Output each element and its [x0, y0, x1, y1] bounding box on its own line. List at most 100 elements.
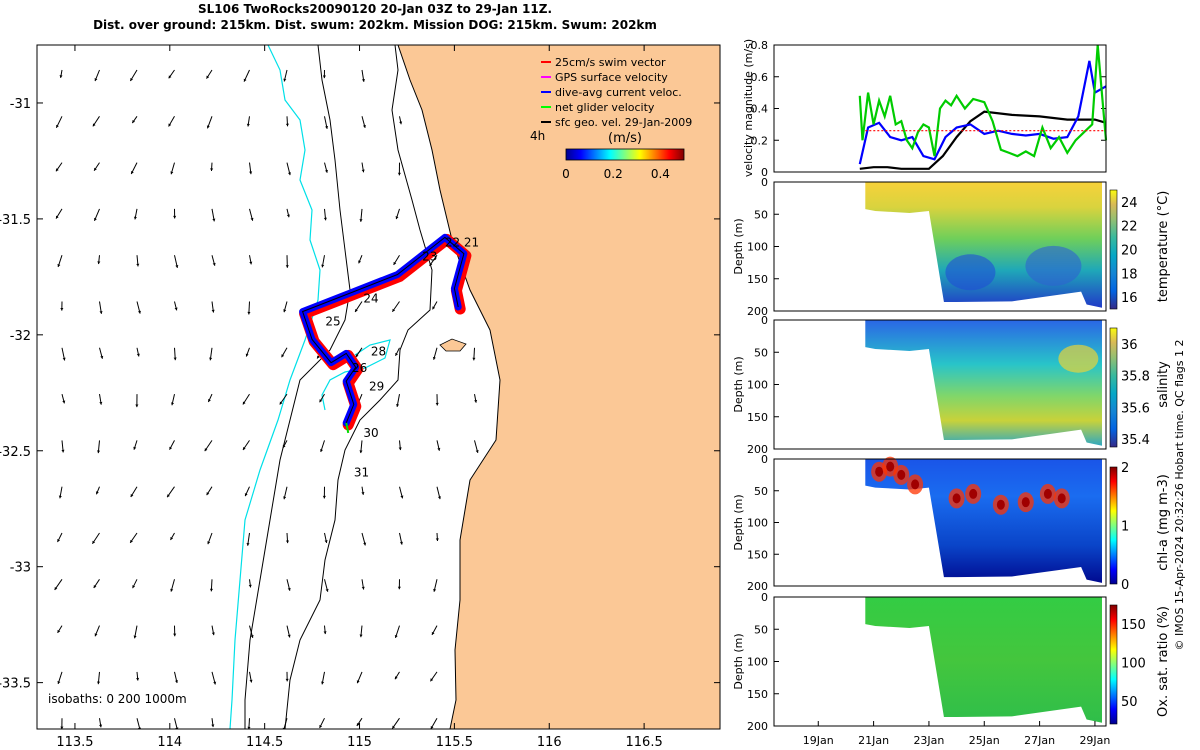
colorbar-tick-label: 36 [1121, 338, 1138, 353]
depth-tick-label: 150 [747, 548, 768, 561]
geo-velocity-arrowhead [279, 401, 283, 405]
geo-velocity-arrowhead [206, 75, 210, 79]
colorbar-tick-label: 20 [1121, 244, 1138, 259]
geo-velocity-arrowhead [132, 120, 136, 124]
depth-axis-label: Depth (m) [732, 633, 745, 689]
velocity-axes: 0 0.2 0.4 0.6 0.8 [751, 39, 1106, 179]
geo-velocity-arrowhead [130, 493, 134, 497]
geo-velocity-arrowhead [243, 78, 247, 82]
time-tick-label: 29Jan [1079, 734, 1110, 747]
geo-velocity-arrowhead [206, 125, 210, 129]
geo-velocity-arrowhead [131, 170, 134, 174]
geo-velocity-arrowhead [287, 587, 291, 591]
depth-tick-label: 0 [761, 591, 768, 604]
geo-velocity-arrowhead [245, 353, 249, 357]
geo-velocity-arrowhead [99, 311, 103, 314]
geo-velocity-arrowhead [167, 494, 170, 498]
colorbar-tick-label: 24 [1121, 196, 1138, 211]
day-label: 30 [363, 426, 378, 440]
day-label: 28 [371, 345, 386, 359]
colorbar-tick-label: 35.4 [1121, 433, 1150, 448]
geo-velocity-arrowhead [171, 402, 175, 406]
geo-velocity-arrowhead [168, 75, 172, 79]
geo-velocity-arrowhead [56, 124, 59, 128]
geo-velocity-arrowhead [397, 172, 401, 176]
geo-velocity-arrowhead [249, 171, 253, 175]
geo-velocity-arrowhead [211, 632, 215, 636]
rottnest-island [439, 338, 467, 352]
geo-velocity-arrowhead [173, 633, 177, 637]
depth-tick-label: 100 [747, 241, 768, 254]
geo-velocity-arrowhead [246, 542, 250, 546]
geo-velocity-arrowhead [474, 399, 478, 403]
geo-velocity-arrowhead [433, 588, 437, 592]
map-colorbar-tick: 0.2 [604, 167, 623, 181]
velocity-ytick-label: 0.8 [751, 39, 769, 52]
geo-velocity-arrowhead [325, 588, 329, 592]
geo-velocity-arrowhead [437, 496, 441, 500]
geo-velocity-arrowhead [435, 538, 439, 542]
geo-velocity-arrowhead [211, 724, 215, 728]
geo-velocity-arrowhead [287, 172, 291, 176]
depth-tick-label: 150 [747, 273, 768, 286]
geo-velocity-arrowhead [472, 357, 476, 361]
day-label: 26 [352, 361, 367, 375]
geo-velocity-arrowhead [57, 681, 61, 684]
geo-velocity-arrowhead [400, 495, 404, 499]
colorbar-label: (m/s) [608, 131, 642, 146]
map-axes: 113.5 114 114.5 115 115.5 116 116.5 -31 -31.5 -32… [0, 45, 720, 750]
depth-tick-label: 0 [761, 453, 768, 466]
geo-velocity-arrowhead [212, 218, 216, 222]
day-label: 24 [363, 291, 378, 305]
geo-velocity-arrowhead [362, 125, 366, 128]
chlorophyll-core [897, 469, 906, 480]
section-field [865, 320, 1102, 446]
geo-velocity-arrowhead [95, 491, 99, 495]
geo-velocity-arrowhead [317, 355, 320, 359]
section-colorbar [1109, 604, 1118, 725]
geo-velocity-arrowhead [54, 586, 58, 590]
geo-velocity-arrowhead [136, 353, 140, 357]
geo-velocity-arrowhead [99, 401, 103, 405]
chlorophyll-core [1057, 493, 1066, 504]
geo-velocity-arrowhead [133, 635, 137, 639]
colorbar-tick-label: 2 [1121, 461, 1129, 476]
geo-velocity-arrowhead [323, 217, 327, 221]
isobaths-label: isobaths: 0 200 1000m [48, 692, 187, 706]
geo-velocity-arrowhead [437, 447, 441, 451]
geo-velocity-arrowhead [250, 635, 254, 638]
geo-velocity-arrowhead [247, 311, 251, 315]
geo-velocity-arrowhead [361, 79, 365, 82]
geo-velocity-arrowhead [97, 261, 101, 265]
geo-velocity-arrowhead [57, 539, 61, 543]
geo-velocity-arrowhead [358, 260, 362, 264]
geo-velocity-arrowhead [169, 446, 173, 450]
section-field [865, 597, 1102, 723]
chlorophyll-core [1043, 488, 1052, 499]
colorbar-variable-label: chl-a (mg m-3) [1156, 474, 1171, 571]
geo-velocity-arrowhead [174, 307, 178, 311]
velocity-series-line [858, 60, 1107, 165]
geo-velocity-arrowhead [397, 586, 401, 590]
geo-velocity-arrowhead [130, 539, 133, 543]
geo-velocity-arrowhead [93, 585, 97, 588]
section-colorbar [1109, 466, 1118, 585]
geo-velocity-arrowhead [398, 447, 402, 451]
colorbar-variable-label: Ox. sat. ratio (%) [1156, 606, 1171, 717]
credit-text: © IMOS 15-Apr-2024 20:32:26 Hobart time.… [1173, 340, 1186, 651]
chlorophyll-core [886, 461, 895, 472]
geo-velocity-arrowhead [355, 308, 358, 312]
depth-tick-label: 150 [747, 688, 768, 701]
geo-velocity-arrowhead [395, 352, 399, 356]
geo-velocity-arrowhead [319, 724, 323, 728]
depth-tick-label: 0 [761, 176, 768, 189]
depth-tick-label: 100 [747, 379, 768, 392]
geo-velocity-arrowhead [392, 725, 396, 729]
geo-velocity-arrowhead [321, 681, 325, 685]
map-xtick-label: 113.5 [56, 735, 93, 750]
section-colorbar [1109, 189, 1118, 310]
time-tick-label: 25Jan [969, 734, 1000, 747]
geo-velocity-arrowhead [320, 449, 324, 452]
geo-velocity-arrowhead [94, 217, 97, 221]
